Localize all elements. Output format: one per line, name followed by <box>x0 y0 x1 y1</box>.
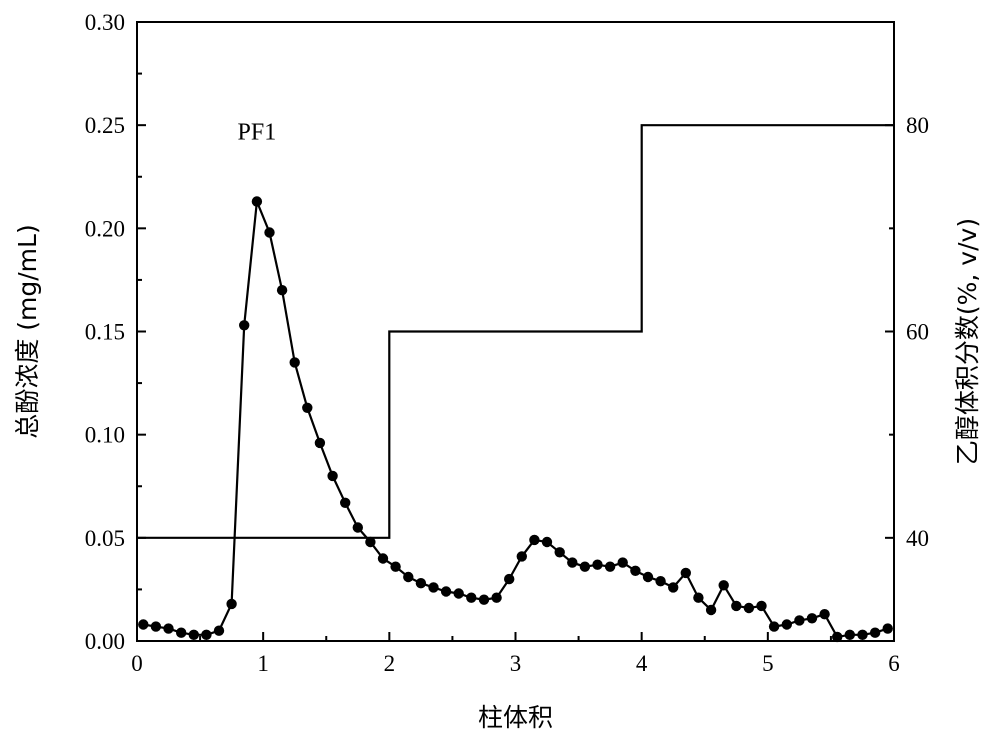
data-point <box>592 559 603 570</box>
data-point <box>743 602 755 614</box>
data-point <box>491 592 502 603</box>
data-point <box>668 582 679 593</box>
data-point <box>705 604 717 616</box>
axes <box>136 21 895 642</box>
data-point <box>188 629 199 640</box>
data-point <box>604 561 616 572</box>
y-left-tick-label: 0.30 <box>85 10 125 35</box>
data-point <box>264 227 275 238</box>
y-right-axis-title: 乙醇体积分数(%, v/v) <box>953 218 982 465</box>
data-point <box>239 320 250 331</box>
data-point <box>529 534 540 546</box>
y-right-tick-label: 40 <box>906 526 929 551</box>
data-point <box>302 402 313 413</box>
data-point <box>516 551 527 562</box>
data-point <box>176 627 187 638</box>
x-axis-title: 柱体积 <box>478 703 553 732</box>
data-point <box>163 623 174 634</box>
data-point <box>718 580 729 591</box>
data-point <box>819 609 830 620</box>
data-point <box>642 571 654 583</box>
y-left-tick-label: 0.20 <box>85 216 125 241</box>
data-point <box>415 578 427 589</box>
data-point <box>567 557 578 568</box>
data-point <box>340 497 351 508</box>
x-tick-label: 6 <box>888 651 900 676</box>
data-point <box>150 621 162 632</box>
x-tick-label: 3 <box>510 651 522 676</box>
phenol-line <box>143 201 889 639</box>
x-tick-label: 0 <box>131 651 143 676</box>
data-point <box>440 586 452 597</box>
y-left-tick-label: 0.05 <box>85 526 125 551</box>
data-point <box>655 576 666 587</box>
y-left-tick-label: 0.00 <box>85 629 125 654</box>
data-point <box>201 629 212 640</box>
data-point <box>314 437 326 449</box>
ethanol-step-line <box>137 124 894 539</box>
data-point <box>403 571 414 583</box>
data-point <box>226 598 237 610</box>
data-point <box>453 588 464 599</box>
data-point <box>251 196 263 207</box>
data-point <box>832 631 843 643</box>
labels-layer: 0 1 2 3 4 5 6 0.00 0.05 0.10 0.15 0.20 0.25 0.30 40 60 8… <box>13 10 982 732</box>
y-left-tick-label: 0.10 <box>85 423 125 448</box>
data-point <box>680 567 691 579</box>
y-right-tick-label: 60 <box>906 320 929 345</box>
data-point <box>138 619 149 630</box>
data-point <box>554 547 565 558</box>
data-point <box>478 594 490 605</box>
data-point <box>541 536 553 548</box>
data-point <box>289 357 300 368</box>
data-point <box>781 619 792 630</box>
data-point <box>579 561 591 572</box>
y-left-axis-title: 总酚浓度 (mg/mL) <box>13 224 42 438</box>
series-layer <box>137 124 894 643</box>
annotation-label: PF1 <box>238 119 277 145</box>
data-point <box>327 470 338 482</box>
data-point <box>768 621 780 632</box>
data-point <box>756 600 767 612</box>
data-point <box>504 573 515 585</box>
data-point <box>213 625 225 636</box>
data-point <box>352 522 363 533</box>
x-tick-label: 2 <box>384 651 396 676</box>
data-point <box>276 285 288 296</box>
data-point <box>630 565 641 576</box>
data-point <box>365 536 376 548</box>
data-point <box>857 629 868 640</box>
data-point <box>377 553 389 564</box>
data-point <box>794 615 805 626</box>
x-tick-label: 5 <box>762 651 774 676</box>
data-point <box>731 600 742 612</box>
x-tick-label: 1 <box>257 651 269 676</box>
data-point <box>869 627 881 638</box>
data-point <box>844 629 855 640</box>
data-point <box>617 557 628 568</box>
y-right-tick-label: 80 <box>906 113 929 138</box>
data-point <box>466 592 477 603</box>
data-point <box>428 582 439 593</box>
data-point <box>693 592 704 603</box>
x-tick-label: 4 <box>636 651 648 676</box>
y-left-tick-label: 0.25 <box>85 113 125 138</box>
data-point <box>390 561 401 572</box>
y-left-tick-label: 0.15 <box>85 320 125 345</box>
data-point <box>806 613 818 624</box>
data-point <box>882 623 893 634</box>
